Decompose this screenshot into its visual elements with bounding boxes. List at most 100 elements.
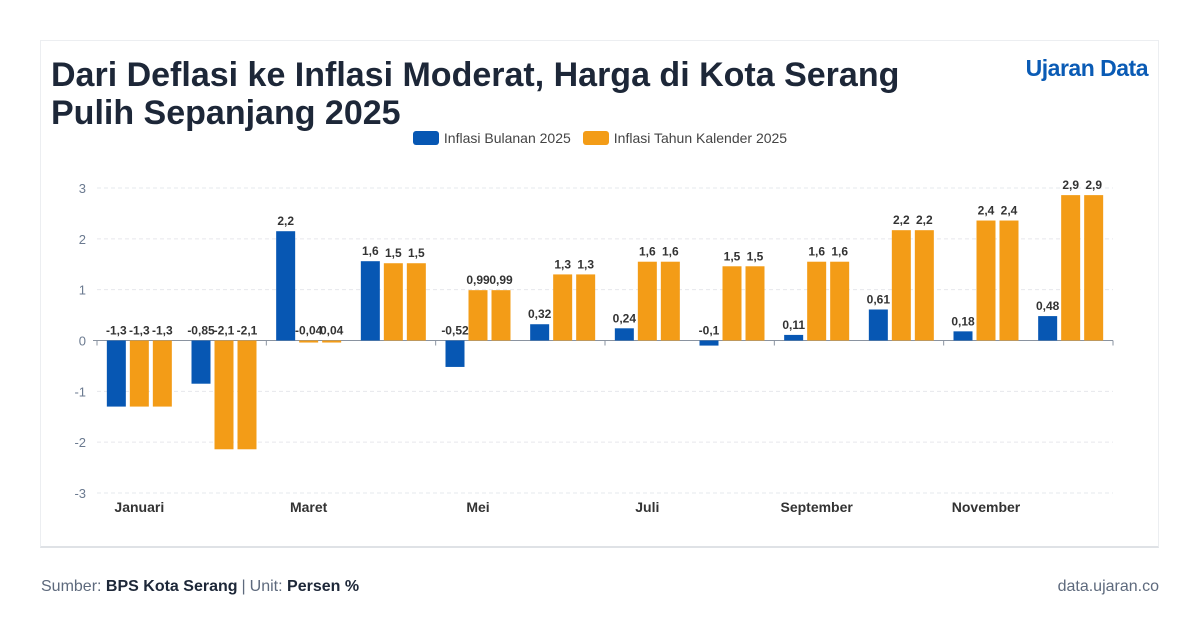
y-tick-label: 3 xyxy=(79,181,86,196)
data-label: 2,4 xyxy=(978,204,995,218)
legend-item-monthly[interactable]: Inflasi Bulanan 2025 xyxy=(412,130,571,146)
data-label: 1,5 xyxy=(747,249,764,263)
y-tick-label: -3 xyxy=(74,486,86,501)
data-label: 0,18 xyxy=(951,314,975,328)
y-tick-label: 1 xyxy=(79,283,86,298)
bar xyxy=(406,263,426,341)
x-tick-label: Mei xyxy=(466,499,489,515)
bar xyxy=(152,340,172,407)
bar xyxy=(129,340,149,407)
data-label: 2,9 xyxy=(1062,178,1079,192)
legend-label: Inflasi Bulanan 2025 xyxy=(443,130,571,146)
bar xyxy=(745,266,765,341)
data-label: 0,61 xyxy=(867,292,891,306)
data-label: 0,48 xyxy=(1036,299,1060,313)
bar xyxy=(576,274,596,341)
bar xyxy=(553,274,573,341)
legend-item-calendar[interactable]: Inflasi Tahun Kalender 2025 xyxy=(582,130,788,146)
legend-label: Inflasi Tahun Kalender 2025 xyxy=(613,130,788,146)
bar xyxy=(383,263,403,341)
bar xyxy=(807,261,827,341)
data-label: 1,6 xyxy=(362,244,379,258)
legend-swatch xyxy=(582,131,609,145)
bar xyxy=(322,340,342,343)
bar xyxy=(491,290,511,341)
bar xyxy=(976,220,996,341)
bar xyxy=(1061,195,1081,341)
data-label: -2,1 xyxy=(237,324,258,338)
data-label: -1,3 xyxy=(106,324,127,338)
bar xyxy=(214,340,234,450)
chart-title: Dari Deflasi ke Inflasi Moderat, Harga d… xyxy=(51,56,900,132)
unit-value: Persen % xyxy=(287,578,360,595)
data-label: -0,04 xyxy=(295,324,323,338)
footer-source: Sumber: BPS Kota Serang | Unit: Persen % xyxy=(41,578,359,596)
footer-site[interactable]: data.ujaran.co xyxy=(1057,578,1159,595)
bar xyxy=(530,324,550,341)
bar xyxy=(784,334,804,341)
bar xyxy=(868,309,888,341)
bar xyxy=(699,340,719,346)
data-label: -0,85 xyxy=(187,324,215,338)
data-label: 1,5 xyxy=(385,246,402,260)
data-label: 2,9 xyxy=(1085,178,1102,192)
bar xyxy=(891,230,911,341)
data-label: -0,1 xyxy=(699,324,720,338)
bar xyxy=(191,340,211,384)
legend-swatch xyxy=(412,131,439,145)
bar xyxy=(722,266,742,341)
data-label: 2,2 xyxy=(893,213,910,227)
data-label: 2,2 xyxy=(277,214,294,228)
bar xyxy=(360,261,380,341)
bar xyxy=(299,340,319,343)
data-label: 0,24 xyxy=(613,311,637,325)
x-tick-label: September xyxy=(780,499,853,515)
y-tick-label: -2 xyxy=(74,435,86,450)
bar xyxy=(468,290,488,341)
source-value: BPS Kota Serang xyxy=(105,578,238,595)
source-label: Sumber: xyxy=(41,578,102,595)
bar xyxy=(1084,195,1104,341)
brand-logo[interactable]: Ujaran Data xyxy=(1025,55,1149,81)
data-label: 1,3 xyxy=(577,257,594,271)
data-label: 1,3 xyxy=(554,257,571,271)
footer-separator: | xyxy=(241,578,246,595)
data-label: 0,11 xyxy=(782,318,805,332)
x-tick-label: Januari xyxy=(114,499,164,515)
data-label: 2,2 xyxy=(916,213,933,227)
data-label: 1,5 xyxy=(724,249,741,263)
y-tick-label: -1 xyxy=(74,384,86,399)
data-label: -2,1 xyxy=(214,324,235,338)
bar xyxy=(106,340,126,407)
bar xyxy=(914,230,934,341)
bar xyxy=(1038,316,1058,341)
bar xyxy=(660,261,680,341)
bar xyxy=(637,261,657,341)
data-label: 0,99 xyxy=(466,273,490,287)
data-label: 0,04 xyxy=(320,324,344,338)
bar xyxy=(953,331,973,341)
x-tick-label: Juli xyxy=(635,499,659,515)
y-tick-label: 0 xyxy=(79,334,86,349)
data-label: 1,5 xyxy=(408,246,425,260)
data-label: 1,6 xyxy=(662,245,679,259)
data-label: -0,52 xyxy=(441,324,469,338)
legend: Inflasi Bulanan 2025 Inflasi Tahun Kalen… xyxy=(0,130,1200,146)
data-label: 1,6 xyxy=(808,245,825,259)
bar xyxy=(830,261,850,341)
data-label: -1,3 xyxy=(152,324,173,338)
data-label: 0,32 xyxy=(528,307,552,321)
data-label: 1,6 xyxy=(831,245,848,259)
bar xyxy=(445,340,465,367)
data-label: 0,99 xyxy=(489,273,513,287)
bar xyxy=(614,328,634,341)
x-tick-label: November xyxy=(952,499,1021,515)
bar xyxy=(999,220,1019,341)
x-tick-label: Maret xyxy=(290,499,328,515)
data-label: 1,6 xyxy=(639,245,656,259)
y-tick-label: 2 xyxy=(79,232,86,247)
data-label: 2,4 xyxy=(1001,204,1018,218)
data-label: -1,3 xyxy=(129,324,150,338)
bar xyxy=(276,231,296,341)
